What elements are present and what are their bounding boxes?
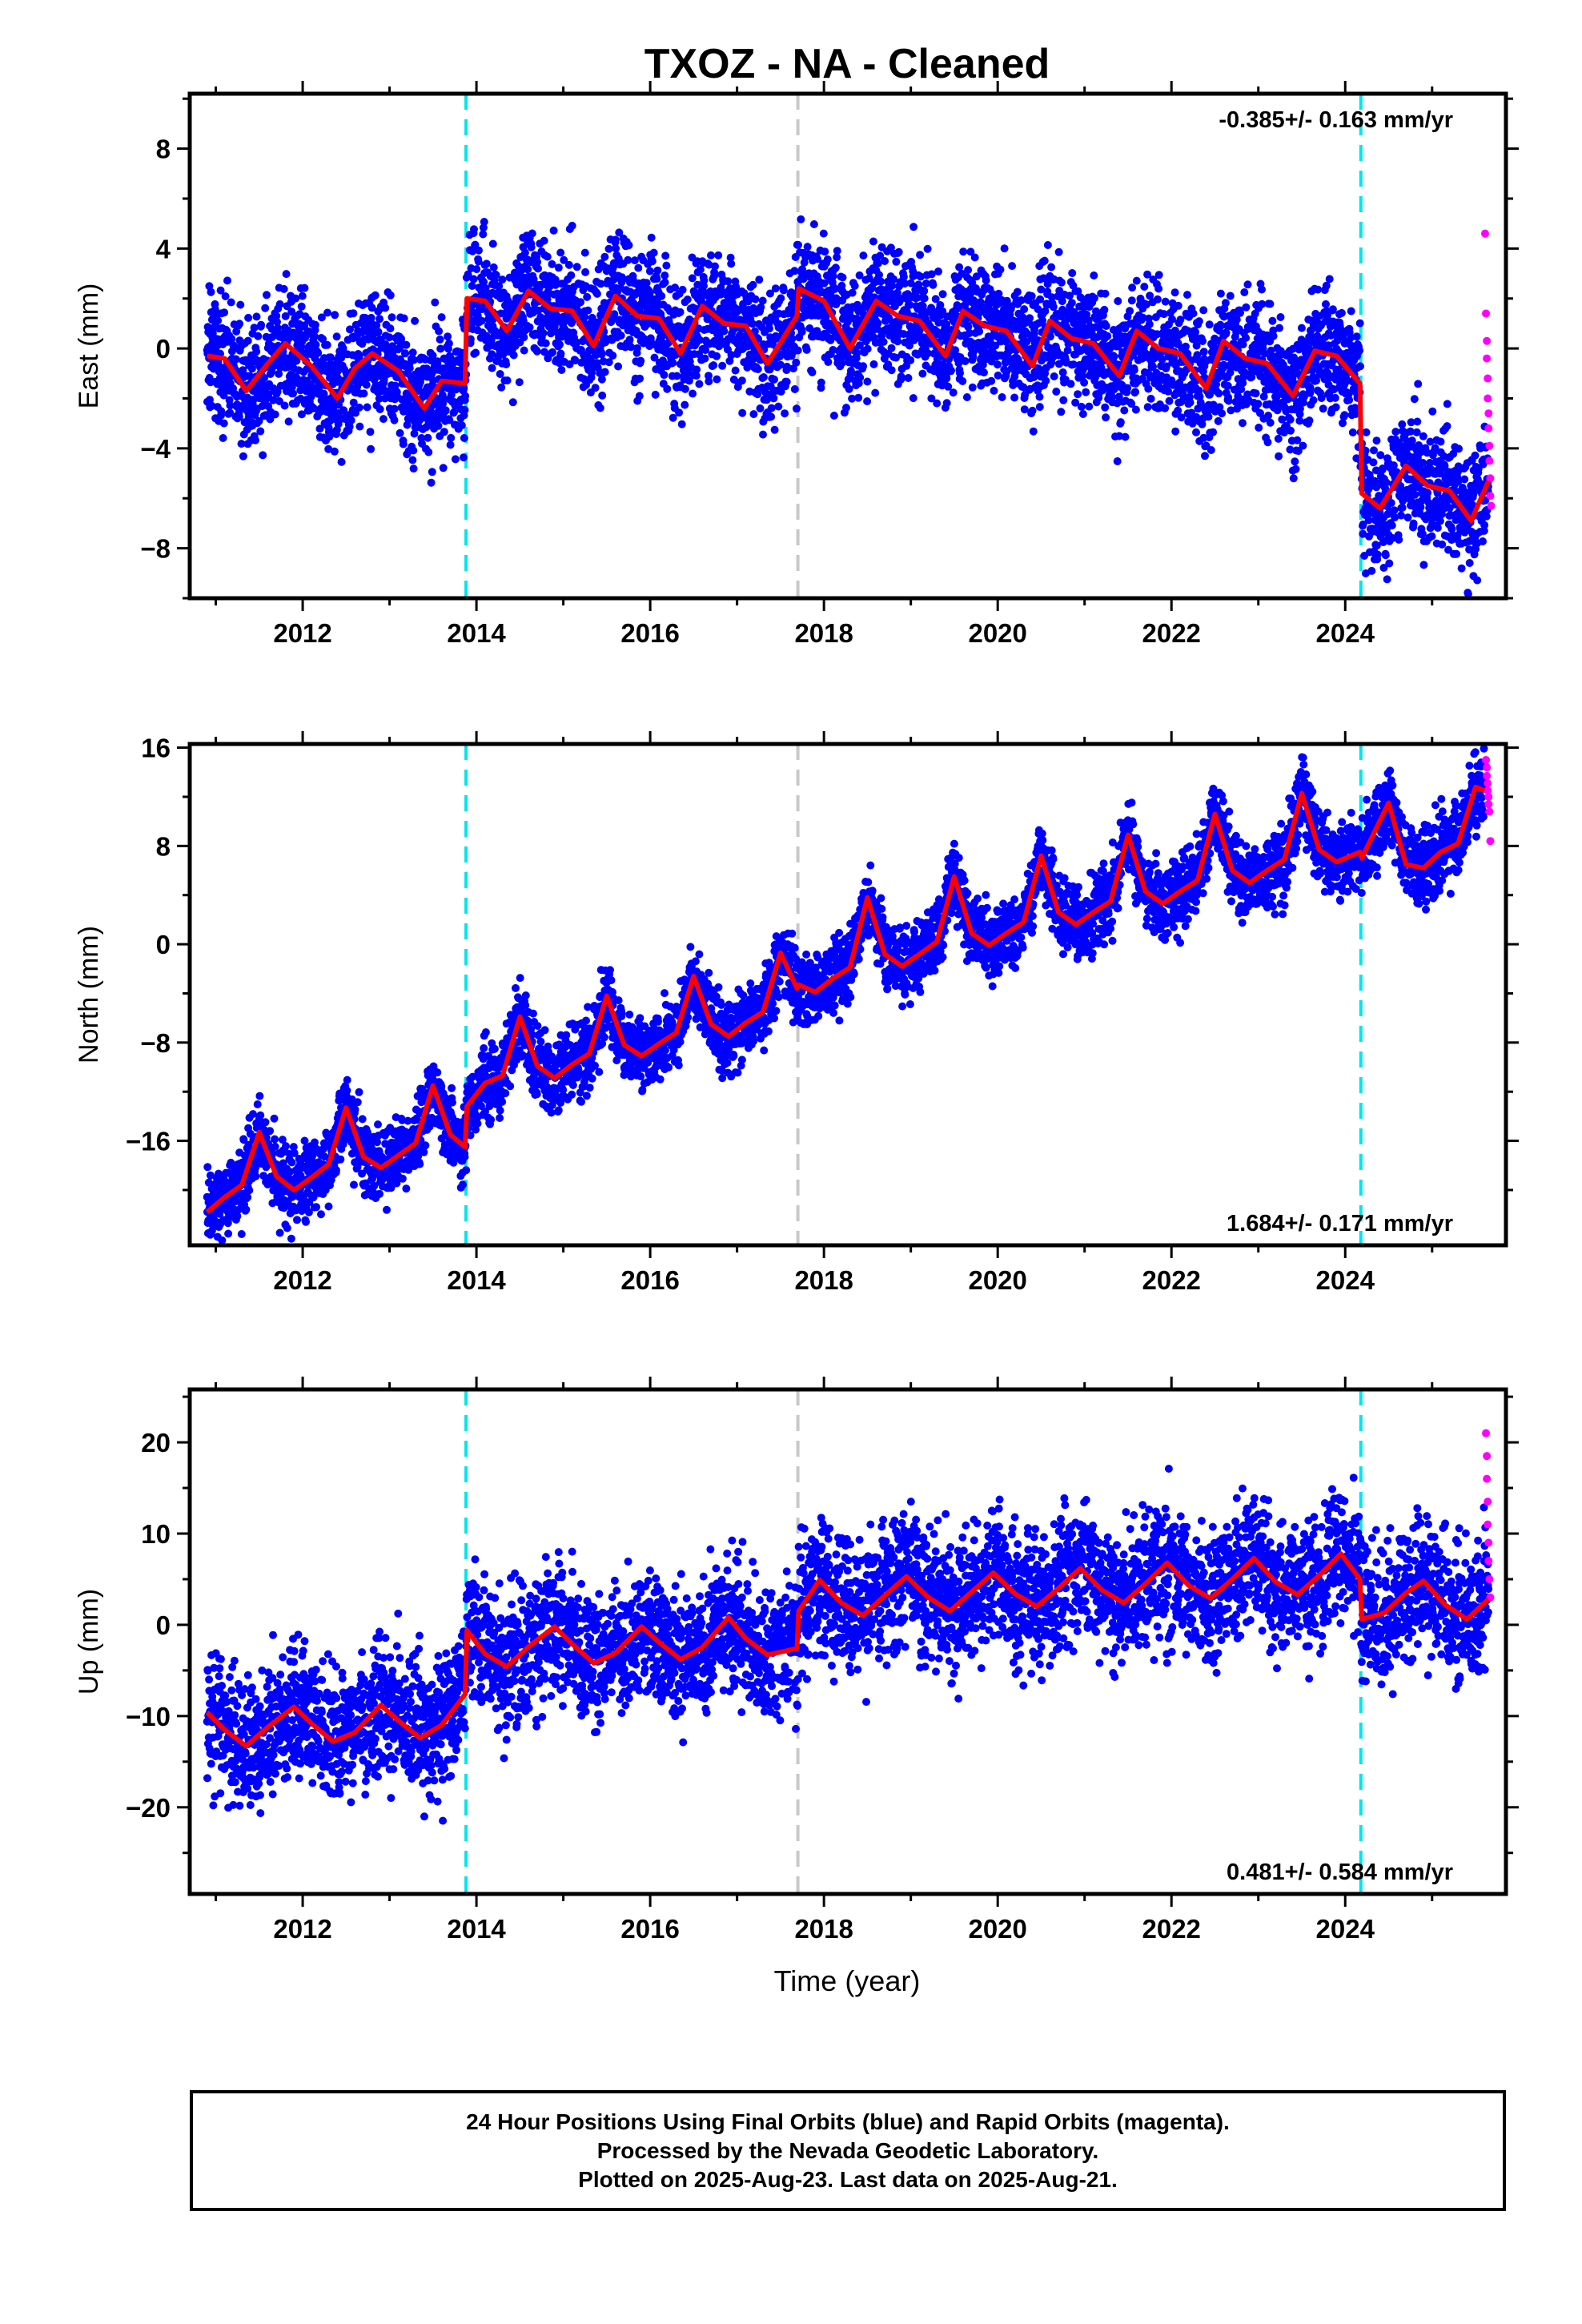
up-rapid-point-4 bbox=[1484, 1520, 1492, 1529]
north-velocity-label: 1.684+/- 0.171 mm/yr bbox=[1227, 1211, 1453, 1236]
east-rapid-point-0 bbox=[1480, 229, 1489, 238]
up-y-tick-label: −10 bbox=[126, 1702, 171, 1731]
north-rapid-point-6 bbox=[1484, 800, 1493, 809]
north-y-tick-label: −16 bbox=[126, 1127, 171, 1156]
east-model-curve bbox=[207, 286, 1492, 524]
footer-box: 24 Hour Positions Using Final Orbits (bl… bbox=[190, 2090, 1506, 2211]
east-x-tick-label: 2014 bbox=[447, 618, 506, 648]
east-x-tick-label: 2020 bbox=[968, 618, 1026, 648]
footer-line-2: Processed by the Nevada Geodetic Laborat… bbox=[596, 2137, 1099, 2163]
north-x-tick-label: 2020 bbox=[968, 1265, 1026, 1295]
east-rapid-point-2 bbox=[1483, 336, 1492, 345]
north-y-tick-label: 16 bbox=[141, 734, 171, 763]
up-x-tick-label: 2020 bbox=[968, 1914, 1026, 1944]
east-x-tick-label: 2018 bbox=[794, 618, 853, 648]
up-final-orbit-points bbox=[203, 1465, 1493, 1825]
up-x-tick-label: 2012 bbox=[273, 1914, 331, 1944]
east-rapid-point-3 bbox=[1483, 354, 1492, 363]
up-rapid-point-5 bbox=[1484, 1538, 1493, 1547]
north-rapid-point-1 bbox=[1483, 763, 1492, 772]
up-x-tick-label: 2022 bbox=[1142, 1914, 1201, 1944]
north-model-curve bbox=[205, 784, 1486, 1214]
up-x-tick-label: 2024 bbox=[1316, 1914, 1375, 1944]
north-x-tick-label: 2012 bbox=[273, 1265, 331, 1295]
east-x-tick-label: 2012 bbox=[273, 618, 331, 648]
east-rapid-point-8 bbox=[1485, 441, 1494, 450]
up-rapid-point-6 bbox=[1484, 1557, 1493, 1566]
up-model-curve bbox=[205, 1551, 1491, 1749]
north-x-tick-label: 2014 bbox=[447, 1265, 506, 1295]
footer-line-1: 24 Hour Positions Using Final Orbits (bl… bbox=[466, 2109, 1230, 2134]
north-x-tick-label: 2024 bbox=[1316, 1265, 1375, 1295]
up-x-tick-label: 2016 bbox=[620, 1914, 679, 1944]
north-rapid-point-8 bbox=[1486, 837, 1495, 846]
east-x-tick-label: 2016 bbox=[620, 618, 679, 648]
footer-line-3: Plotted on 2025-Aug-23. Last data on 202… bbox=[578, 2166, 1118, 2192]
east-y-tick-label: −4 bbox=[140, 434, 171, 464]
north-y-tick-label: −8 bbox=[140, 1028, 171, 1058]
up-y-tick-label: 10 bbox=[141, 1519, 171, 1549]
up-plot-frame bbox=[187, 1387, 1508, 1896]
east-y-tick-label: 8 bbox=[156, 135, 171, 164]
up-rapid-point-3 bbox=[1484, 1498, 1492, 1506]
up-y-tick-label: −20 bbox=[126, 1793, 171, 1823]
up-rapid-point-1 bbox=[1483, 1452, 1492, 1461]
up-velocity-label: 0.481+/- 0.584 mm/yr bbox=[1227, 1860, 1453, 1885]
north-rapid-point-5 bbox=[1484, 792, 1493, 801]
north-rapid-point-2 bbox=[1483, 771, 1492, 780]
up-x-tick-label: 2018 bbox=[794, 1914, 853, 1944]
chart-title: TXOZ - NA - Cleaned bbox=[644, 41, 1050, 87]
north-x-tick-label: 2022 bbox=[1142, 1265, 1201, 1295]
north-final-orbit-points bbox=[203, 744, 1488, 1245]
east-plot-frame bbox=[187, 91, 1508, 601]
north-rapid-point-7 bbox=[1485, 807, 1494, 816]
east-rapid-point-7 bbox=[1484, 424, 1493, 432]
north-x-tick-label: 2018 bbox=[794, 1265, 853, 1295]
north-panel: 2012 2014 2016 2018 2020 2022 2024 −16 −8 0 8 16 Nor… bbox=[74, 731, 1519, 1295]
east-final-orbit-points bbox=[203, 215, 1493, 598]
north-y-tick-label: 0 bbox=[156, 930, 171, 959]
east-rapid-point-11 bbox=[1486, 492, 1495, 501]
east-rapid-point-4 bbox=[1484, 374, 1492, 383]
east-rapid-point-1 bbox=[1482, 309, 1491, 318]
north-plot-frame bbox=[187, 742, 1508, 1248]
up-rapid-point-0 bbox=[1482, 1429, 1491, 1437]
east-x-tick-label: 2022 bbox=[1142, 618, 1201, 648]
up-x-tick-label: 2014 bbox=[447, 1914, 506, 1944]
north-y-tick-label: 8 bbox=[156, 831, 171, 861]
east-panel: 2012 2014 2016 2018 2020 2022 2024 −8 −4 0 4 8 East … bbox=[74, 81, 1519, 648]
east-rapid-point-9 bbox=[1485, 456, 1494, 465]
up-y-axis-label: Up (mm) bbox=[74, 1589, 104, 1695]
east-y-tick-label: 4 bbox=[156, 234, 171, 263]
north-rapid-point-3 bbox=[1484, 779, 1492, 788]
up-panel: 2012 2014 2016 2018 2020 2022 2024 −20 −10 0 10 20 U… bbox=[74, 1377, 1519, 1944]
east-rapid-point-12 bbox=[1487, 501, 1496, 510]
up-rapid-point-7 bbox=[1485, 1574, 1494, 1583]
north-x-tick-label: 2016 bbox=[620, 1265, 679, 1295]
north-y-axis-label: North (mm) bbox=[74, 926, 104, 1063]
north-rapid-point-0 bbox=[1482, 755, 1491, 764]
east-rapid-point-6 bbox=[1484, 409, 1493, 418]
north-rapid-point-4 bbox=[1484, 786, 1492, 795]
east-rapid-point-5 bbox=[1484, 394, 1492, 403]
east-y-tick-label: 0 bbox=[156, 334, 171, 364]
x-axis-label: Time (year) bbox=[774, 1964, 921, 1997]
up-y-tick-label: 0 bbox=[156, 1610, 171, 1640]
up-y-tick-label: 20 bbox=[141, 1428, 171, 1458]
up-rapid-point-2 bbox=[1483, 1474, 1492, 1483]
east-velocity-label: -0.385+/- 0.163 mm/yr bbox=[1219, 107, 1453, 133]
east-y-axis-label: East (mm) bbox=[74, 283, 104, 409]
east-x-tick-label: 2024 bbox=[1316, 618, 1375, 648]
east-rapid-point-10 bbox=[1486, 474, 1495, 483]
east-y-tick-label: −8 bbox=[140, 534, 171, 564]
